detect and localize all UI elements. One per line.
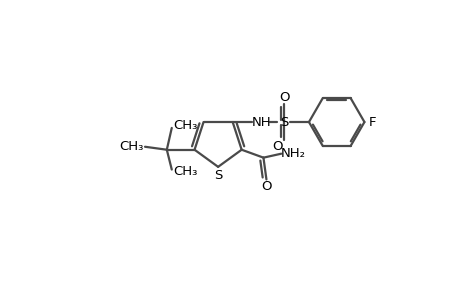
Text: NH: NH (251, 116, 271, 128)
Text: O: O (261, 180, 271, 193)
Text: S: S (213, 169, 222, 182)
Text: F: F (368, 116, 375, 128)
Text: NH₂: NH₂ (280, 147, 305, 160)
Text: S: S (280, 116, 288, 128)
Text: CH₃: CH₃ (119, 140, 143, 153)
Text: CH₃: CH₃ (173, 119, 197, 133)
Text: CH₃: CH₃ (173, 165, 197, 178)
Text: O: O (271, 140, 282, 153)
Text: O: O (278, 91, 289, 104)
